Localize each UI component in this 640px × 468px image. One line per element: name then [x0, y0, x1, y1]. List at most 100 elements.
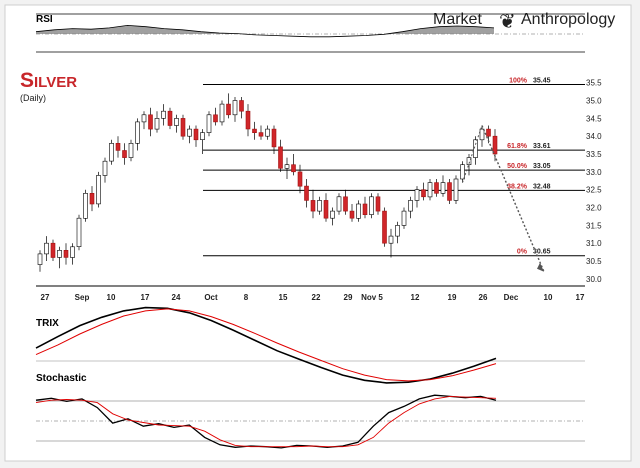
candle-up	[44, 242, 49, 255]
candle-up	[200, 132, 205, 141]
candle-down	[375, 196, 381, 212]
x-tick-label: Nov 5	[361, 293, 383, 302]
trix-title: TRIX	[36, 318, 59, 329]
candle-down	[252, 128, 257, 134]
candle-up	[187, 128, 192, 137]
x-tick-label: 22	[312, 293, 321, 302]
candle-down	[492, 135, 498, 155]
stochastic-panel: Stochastic	[35, 373, 585, 449]
x-tick-label: Dec	[504, 293, 519, 302]
candle-down	[193, 128, 199, 141]
candle-up	[395, 225, 400, 237]
candle-up	[174, 118, 179, 126]
candle-up	[473, 139, 478, 158]
candle-down	[447, 182, 452, 201]
candle-up	[453, 178, 459, 201]
candle-up	[83, 193, 88, 219]
projection-arrowhead	[537, 262, 544, 272]
trix-signal-line	[35, 308, 497, 382]
candle-down	[291, 164, 296, 173]
y-tick-label: 33.5	[586, 150, 602, 159]
fib-pct-label: 50.0%	[507, 163, 528, 170]
candle-down	[297, 171, 303, 187]
y-tick-label: 35.0	[586, 97, 602, 106]
fib-value-label: 33.05	[533, 163, 551, 170]
candle-down	[50, 242, 56, 258]
x-tick-label: 10	[544, 293, 553, 302]
candle-down	[310, 200, 316, 212]
candle-down	[349, 210, 355, 219]
candle-up	[466, 157, 472, 166]
candle-up	[401, 210, 407, 226]
stochastic-title: Stochastic	[36, 373, 87, 384]
rsi-title: RSI	[36, 14, 53, 25]
candle-up	[317, 200, 322, 212]
fib-value-label: 32.48	[533, 183, 551, 190]
candle-down	[323, 200, 329, 219]
x-tick-label: 17	[576, 293, 585, 302]
candle-down	[434, 182, 439, 194]
stochastic-d-line	[35, 395, 497, 448]
candle-up	[356, 203, 361, 219]
x-tick-label: 29	[344, 293, 353, 302]
rsi-line	[35, 24, 495, 38]
y-tick-label: 30.5	[586, 257, 602, 266]
candle-down	[63, 250, 69, 258]
candle-up	[102, 160, 108, 176]
candle-down	[213, 114, 218, 123]
brand-right: Anthropology	[521, 11, 615, 28]
candle-up	[440, 182, 446, 194]
x-tick-label: 26	[479, 293, 488, 302]
candle-up	[154, 118, 160, 130]
fib-value-label: 33.61	[533, 143, 551, 150]
x-tick-label: 15	[279, 293, 288, 302]
candle-up	[284, 164, 290, 169]
fib-pct-label: 61.8%	[507, 143, 528, 150]
candle-down	[421, 189, 426, 198]
y-tick-label: 34.5	[586, 114, 602, 123]
candle-up	[427, 182, 433, 198]
candle-up	[96, 175, 101, 205]
fib-pct-label: 38.2%	[507, 183, 528, 190]
candle-up	[76, 217, 82, 247]
candle-down	[115, 143, 121, 151]
candle-down	[239, 100, 244, 112]
candle-down	[226, 103, 231, 116]
candle-down	[89, 193, 95, 205]
trix-panel: TRIX	[35, 306, 585, 384]
rsi-panel: RSI	[35, 13, 585, 53]
candle-up	[479, 128, 485, 141]
candle-up	[408, 200, 413, 212]
x-tick-label: 17	[141, 293, 150, 302]
candle-up	[219, 103, 225, 123]
candle-up	[128, 143, 134, 158]
candle-down	[486, 128, 491, 137]
x-tick-label: 27	[41, 293, 50, 302]
y-tick-label: 30.0	[586, 275, 602, 284]
fib-pct-label: 100%	[509, 78, 528, 85]
candle-up	[70, 246, 75, 258]
candle-up	[109, 143, 114, 162]
candle-up	[161, 110, 166, 119]
chart-subtitle: (Daily)	[20, 93, 46, 103]
brand-left: Market	[433, 11, 482, 28]
candle-up	[141, 114, 147, 123]
candle-up	[369, 196, 374, 215]
x-tick-label: 24	[172, 293, 181, 302]
chart-card	[4, 4, 632, 462]
candle-up	[37, 253, 43, 265]
brand-logo-icon: ❦	[499, 11, 516, 33]
candle-up	[57, 250, 62, 258]
chart-title: Silver	[20, 69, 77, 92]
candle-up	[265, 128, 270, 137]
candle-down	[122, 150, 127, 158]
candle-down	[180, 118, 186, 137]
candle-down	[271, 128, 277, 148]
x-tick-label: 12	[411, 293, 420, 302]
candle-up	[336, 196, 342, 212]
x-tick-label: 19	[448, 293, 457, 302]
candle-up	[135, 121, 140, 144]
fib-value-label: 30.65	[533, 249, 551, 256]
